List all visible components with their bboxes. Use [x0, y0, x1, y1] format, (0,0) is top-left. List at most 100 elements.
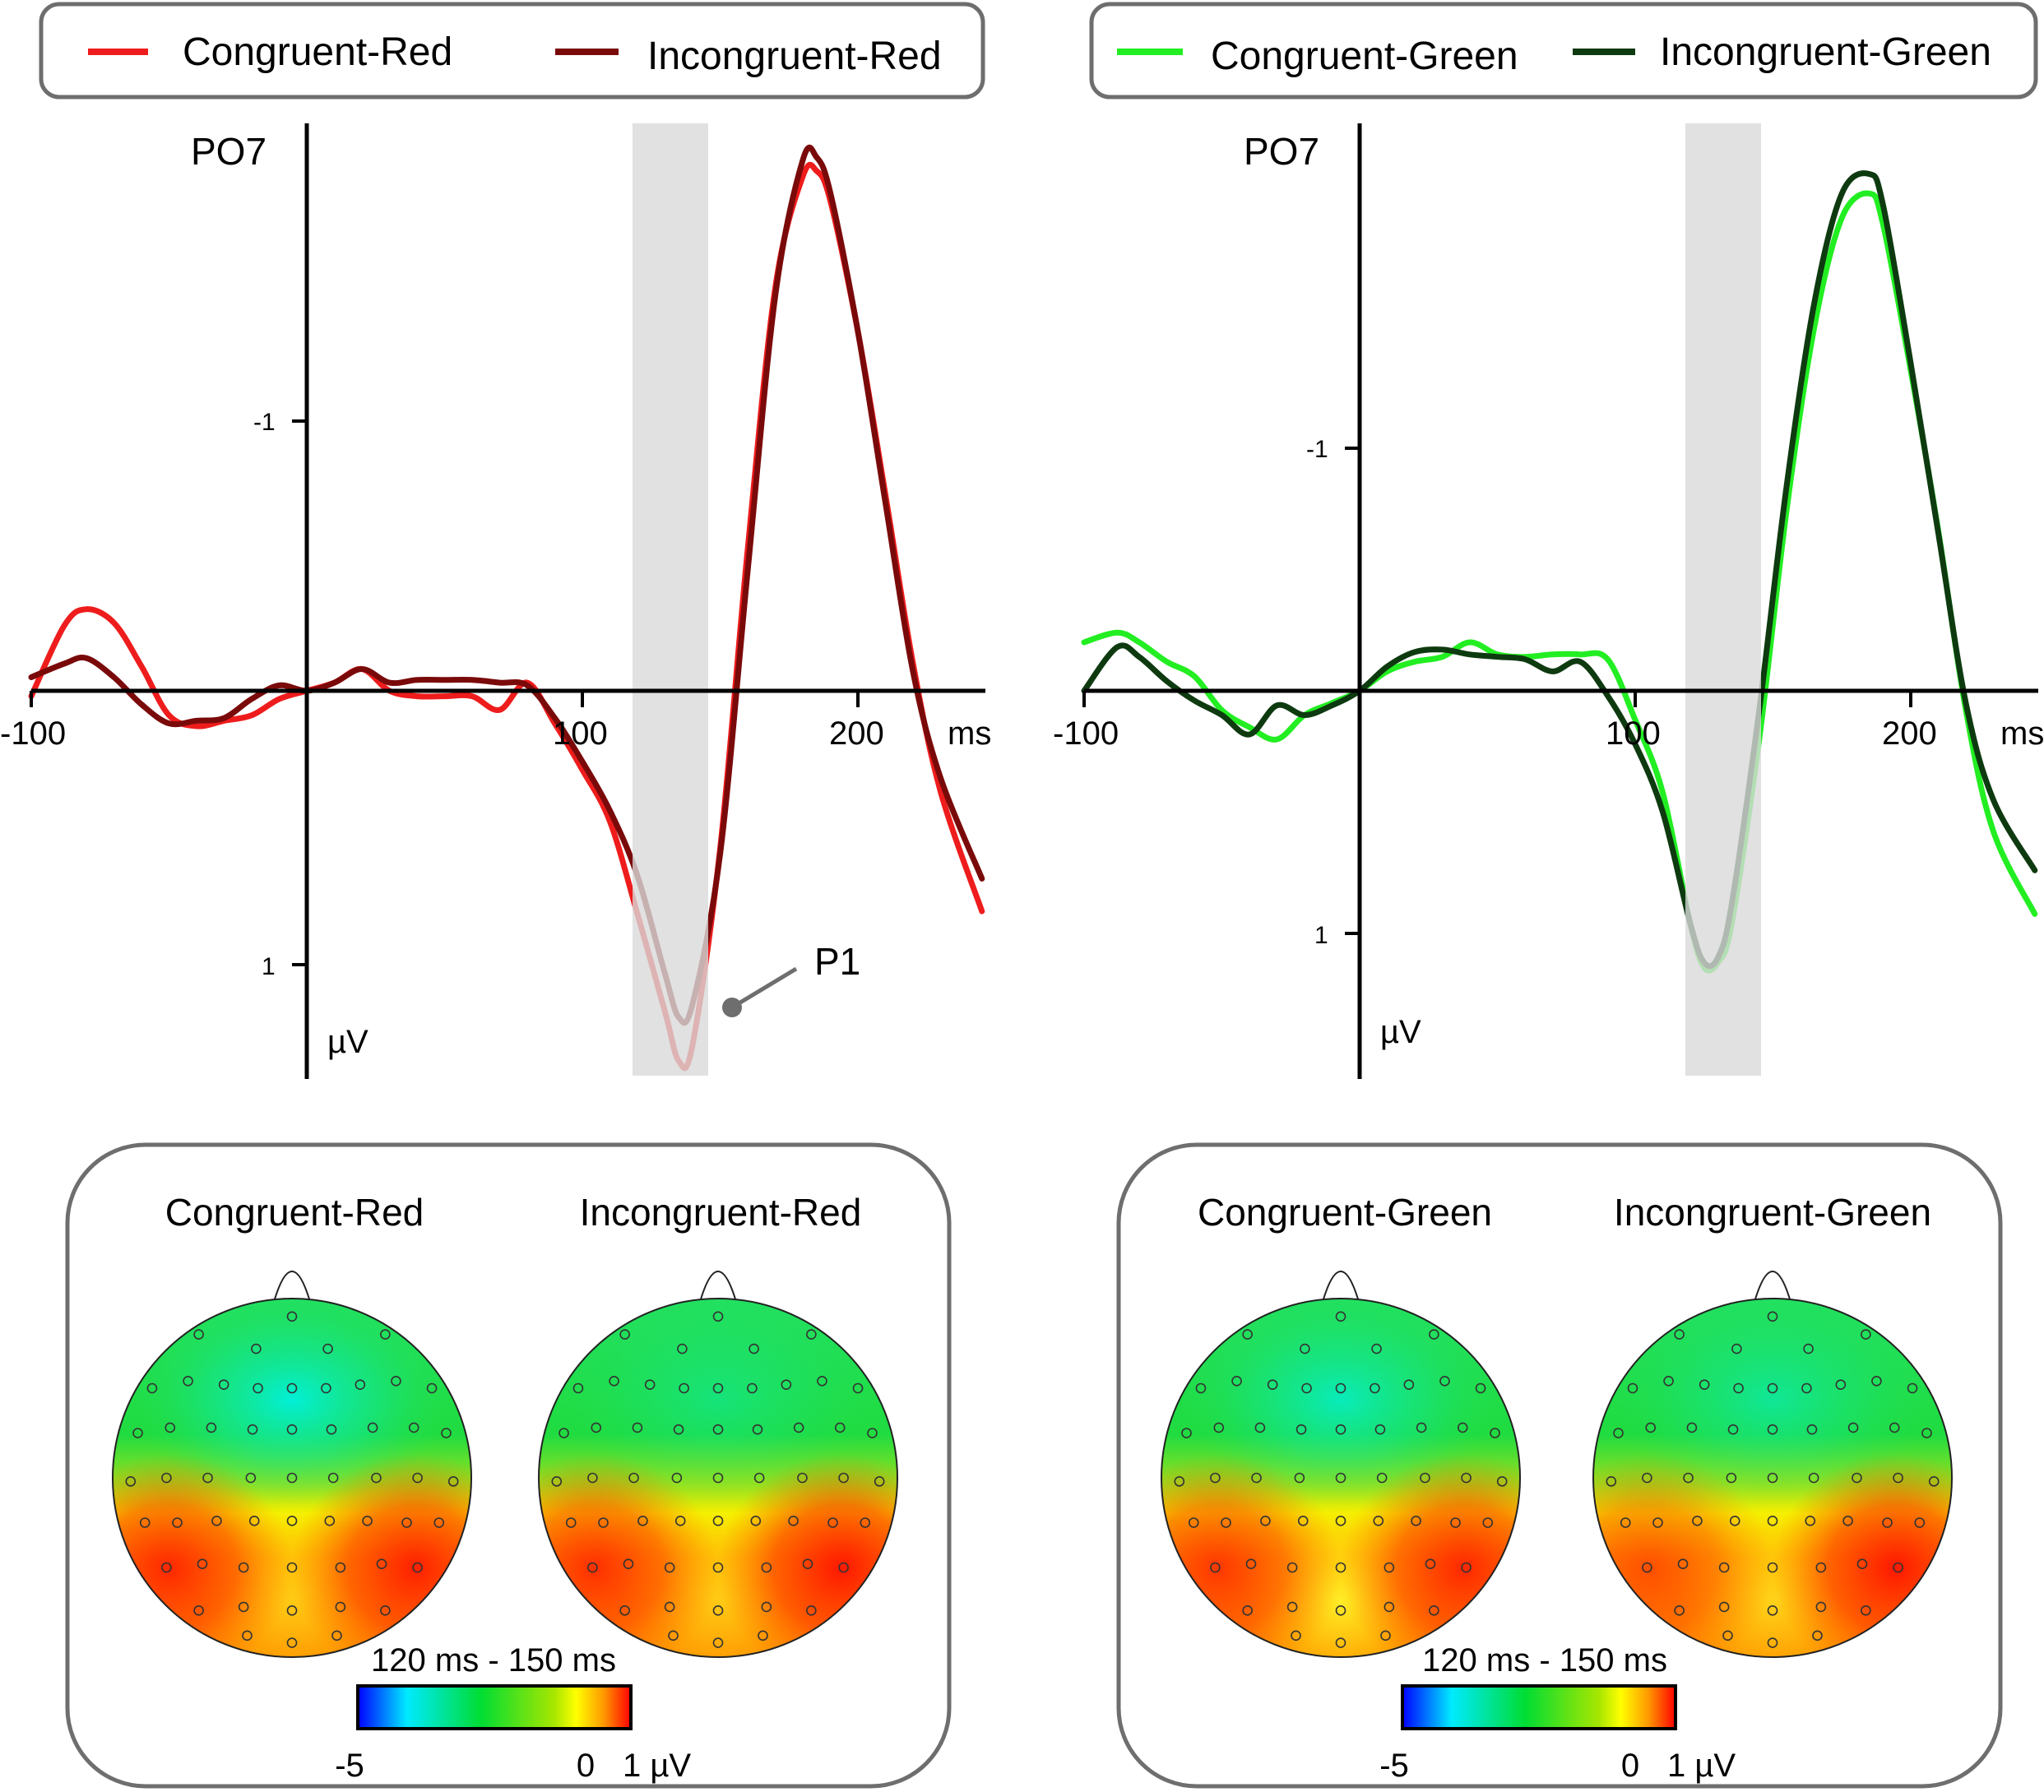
electrode-marker	[1210, 1562, 1221, 1573]
electrode-marker	[1861, 1605, 1871, 1616]
y-tick-label: -1	[1306, 436, 1328, 463]
series-line-congruent-red	[28, 161, 985, 1072]
electrode-marker	[1652, 1517, 1663, 1528]
electrode-marker	[193, 1329, 204, 1340]
colorbar-max-label: 1 µV	[623, 1748, 691, 1784]
electrode-marker	[1620, 1517, 1631, 1528]
head-outline	[1161, 1298, 1521, 1658]
electrode-marker	[1856, 1558, 1868, 1569]
electrode-marker	[673, 1424, 684, 1435]
electrode-marker	[664, 1562, 675, 1573]
electrode-marker	[1692, 1516, 1703, 1526]
electrode-marker	[1213, 1422, 1225, 1433]
electrode-marker	[1300, 1343, 1310, 1354]
electrode-marker	[1861, 1329, 1871, 1340]
electrode-marker	[758, 1630, 768, 1642]
electrode-marker	[1490, 1428, 1500, 1438]
green-legend: Congruent-Green Incongruent-Green	[1089, 2, 2038, 100]
electrode-marker	[838, 1562, 849, 1573]
electrode-marker	[376, 1558, 387, 1569]
nose-outline	[699, 1271, 737, 1303]
time-window-label: 120 ms - 150 ms	[1422, 1642, 1667, 1679]
electrode-marker	[1674, 1329, 1685, 1340]
electrode-marker	[1335, 1472, 1346, 1484]
red-topography-panel: Congruent-Red Incongruent-Red 120 ms - 1…	[65, 1142, 952, 1789]
p1-annotation: P1	[814, 940, 860, 983]
electrode-marker	[565, 1517, 577, 1528]
topomap-congruent-red	[112, 1271, 472, 1658]
scalp-colormap	[1161, 1299, 1520, 1657]
green-topography-panel: Congruent-Green Incongruent-Green 120 ms…	[1116, 1142, 2003, 1789]
electrode-marker	[1914, 1517, 1926, 1528]
electrode-marker	[1699, 1379, 1710, 1390]
electrode-marker	[559, 1428, 569, 1438]
electrode-marker	[380, 1605, 391, 1616]
electrode-marker	[1335, 1382, 1346, 1394]
electrode-marker	[193, 1605, 204, 1616]
electrode-marker	[623, 1558, 634, 1569]
electrode-marker	[1429, 1605, 1439, 1616]
electrode-marker	[1267, 1379, 1278, 1390]
x-tick-label: -100	[0, 715, 66, 752]
legend-label-incongruent-red: Incongruent-Red	[647, 35, 942, 78]
electrode-marker	[326, 1424, 337, 1435]
electrode-marker	[1416, 1422, 1427, 1433]
colorbar-zero-label: 0	[1621, 1748, 1639, 1784]
electrode-marker	[632, 1422, 643, 1433]
electrode-marker	[165, 1422, 176, 1433]
y-tick-label: -1	[253, 409, 276, 436]
electrode-marker	[619, 1605, 630, 1616]
electrode-marker	[335, 1562, 346, 1573]
electrode-marker	[1733, 1382, 1744, 1394]
electrode-marker	[781, 1379, 792, 1390]
electrode-marker	[197, 1558, 208, 1569]
electrode-marker	[1606, 1476, 1617, 1487]
electrode-marker	[1815, 1562, 1827, 1573]
electrode-marker	[1767, 1637, 1778, 1648]
red-legend: Congruent-Red Incongruent-Red	[39, 2, 985, 100]
electrode-marker	[367, 1422, 378, 1433]
electrode-marker	[1726, 1472, 1737, 1484]
electrode-marker	[286, 1637, 298, 1648]
electrode-marker	[1722, 1630, 1733, 1642]
electrode-marker	[1882, 1517, 1893, 1528]
electrode-marker	[551, 1476, 563, 1487]
electrode-marker	[1718, 1562, 1730, 1573]
electrode-marker	[218, 1379, 229, 1390]
electrode-marker	[591, 1422, 602, 1433]
colorbar	[356, 1684, 633, 1730]
electrode-marker	[679, 1382, 689, 1394]
legend-label-congruent-green: Congruent-Green	[1211, 35, 1518, 78]
electrode-marker	[238, 1562, 249, 1573]
electrode-marker	[752, 1424, 763, 1435]
electrode-marker	[286, 1605, 298, 1616]
electrode-marker	[860, 1517, 871, 1528]
electrode-marker	[426, 1382, 438, 1394]
legend-label-incongruent-green: Incongruent-Green	[1660, 30, 1991, 74]
electrode-marker	[322, 1343, 333, 1354]
electrode-marker	[1242, 1605, 1253, 1616]
p1-pointer-line	[730, 966, 798, 1010]
electrode-marker	[1429, 1329, 1439, 1340]
topo-title-congruent-red: Congruent-Red	[165, 1191, 424, 1234]
electrode-marker	[1425, 1558, 1436, 1569]
electrode-marker	[747, 1382, 758, 1394]
electrode-marker	[867, 1428, 878, 1438]
p1-time-window-shade	[1685, 123, 1761, 1076]
electrode-marker	[1457, 1422, 1468, 1433]
electrode-marker	[286, 1311, 298, 1322]
electrode-marker	[248, 1516, 260, 1526]
nose-outline	[1322, 1271, 1360, 1303]
electrode-marker	[132, 1428, 143, 1438]
electrode-marker	[206, 1422, 217, 1433]
electrode-marker	[286, 1382, 298, 1394]
electrode-marker	[1496, 1476, 1508, 1487]
electrode-marker	[664, 1601, 675, 1613]
electrode-marker	[355, 1379, 366, 1390]
electrode-marker	[1475, 1382, 1486, 1394]
electrode-marker	[286, 1516, 298, 1526]
electrode-marker	[761, 1601, 772, 1613]
electrode-marker	[761, 1562, 772, 1573]
electrode-marker	[1642, 1472, 1652, 1484]
electrode-marker	[1893, 1562, 1903, 1573]
